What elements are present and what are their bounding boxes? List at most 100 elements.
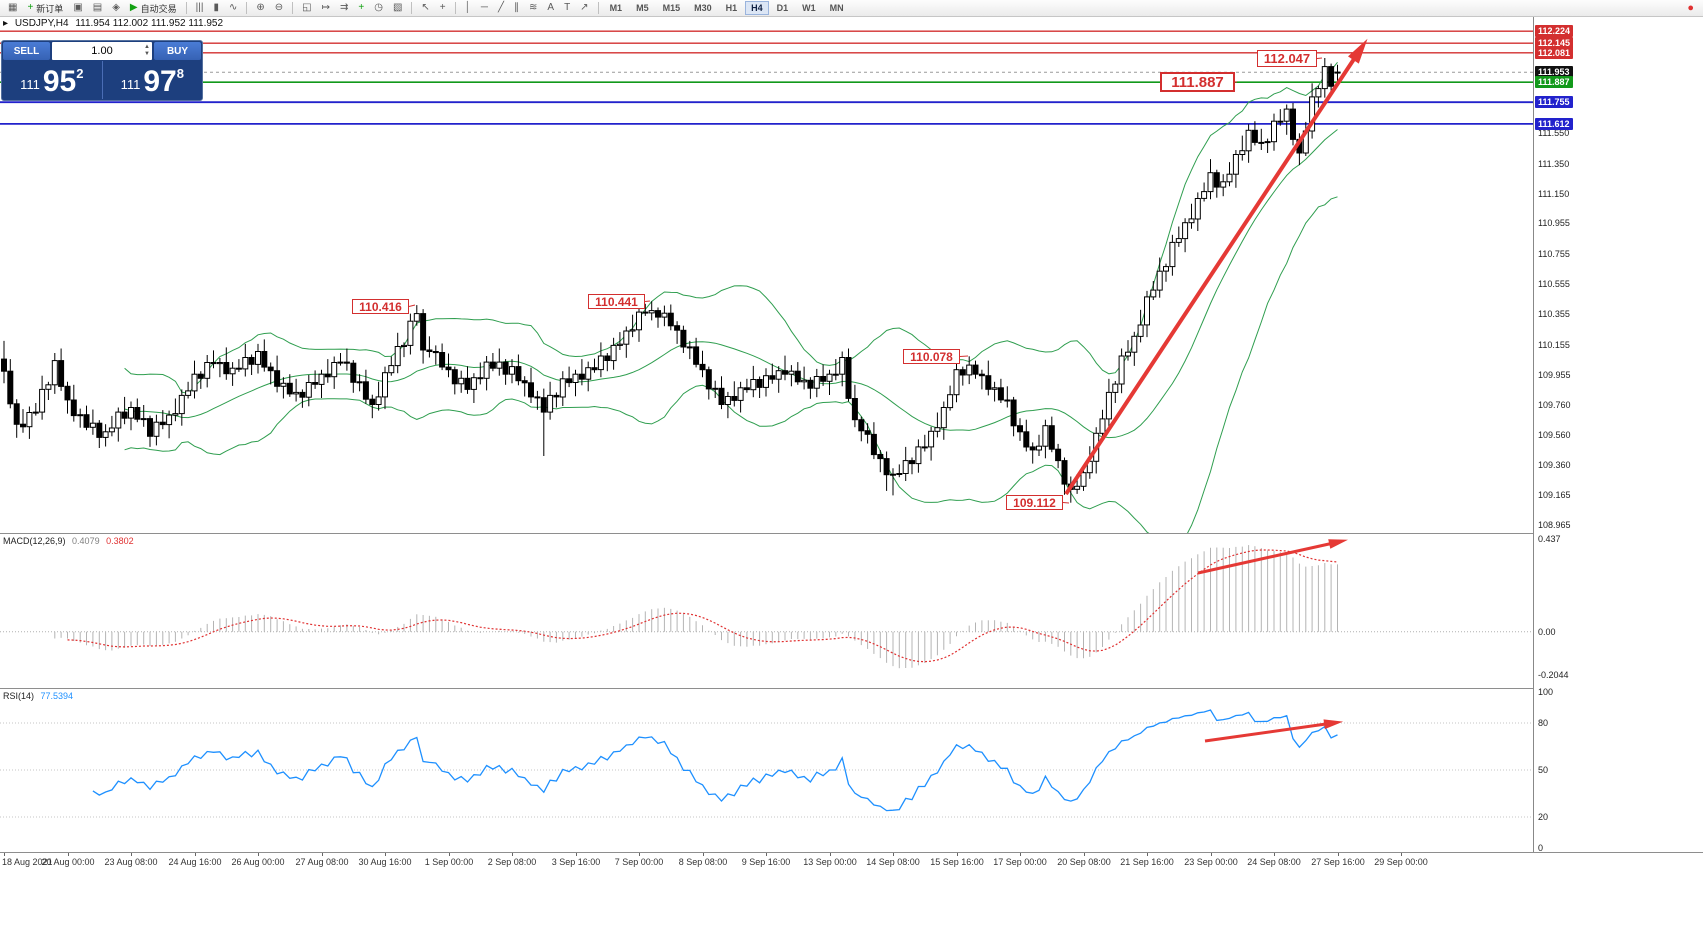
periods-dropdown-icon[interactable]: ◷	[370, 0, 387, 17]
time-label: 24 Sep 08:00	[1247, 857, 1301, 867]
timeframe-mn[interactable]: MN	[829, 3, 844, 13]
rsi-line	[92, 709, 1338, 812]
toolbar: ▦ + 新订单 ▣ ▤ ◈ ▶ 自动交易 ||| ▮ ∿ ⊕ ⊖ ◱ ↦ ⇉ + ◷ ▧ ↖ + │ ─ ╱ ∥ ≋ A T ↗ M1 M5…	[0, 0, 1703, 17]
volume-value: 1.00	[91, 45, 113, 57]
rsi-pane[interactable]	[0, 689, 1533, 851]
periods-dropdown-icon-glyph: ◷	[374, 2, 383, 13]
one-click-prices: 111 95 2 111 97 8	[2, 61, 202, 99]
zoom-out-icon[interactable]: ⊖	[271, 0, 287, 17]
quote-line: ▸ USDJPY,H4 111.954 112.002 111.952 111.…	[3, 18, 227, 29]
price-callout[interactable]: 110.441	[588, 294, 645, 309]
time-tick	[1401, 853, 1402, 856]
price-tick: 110.555	[1538, 279, 1570, 289]
time-label: 30 Aug 16:00	[358, 857, 412, 867]
time-label: 20 Sep 08:00	[1057, 857, 1111, 867]
time-label: 27 Aug 08:00	[295, 857, 349, 867]
timeframe-w1[interactable]: W1	[802, 3, 816, 13]
time-tick	[957, 853, 958, 856]
auto-scroll-icon[interactable]: ↦	[318, 0, 334, 17]
timeframe-m5[interactable]: M5	[636, 3, 649, 13]
horizontal-line-icon-glyph: ─	[480, 2, 488, 13]
vertical-line-icon[interactable]: │	[461, 0, 475, 17]
price-tick: 109.165	[1538, 490, 1571, 500]
rsi-scale-tick: 20	[1538, 812, 1549, 822]
price-tick: 110.955	[1538, 218, 1570, 228]
buy-button[interactable]: BUY	[154, 42, 201, 60]
toolbar-separator	[411, 2, 413, 14]
indicators-icon[interactable]: +	[354, 0, 368, 17]
time-label: 17 Sep 00:00	[993, 857, 1047, 867]
price-pane[interactable]	[0, 28, 1533, 533]
profiles-icon[interactable]: ▤	[89, 0, 106, 17]
ask-pip-sup: 8	[176, 66, 184, 81]
fibonacci-icon[interactable]: ≋	[525, 0, 541, 17]
macd-label: MACD(12,26,9) 0.4079 0.3802	[3, 536, 138, 546]
price-line-label: 111.953	[1535, 66, 1573, 78]
text-icon[interactable]: A	[543, 0, 558, 17]
new-order-button[interactable]: + 新订单	[23, 0, 67, 17]
line-chart-icon[interactable]: ∿	[225, 0, 241, 17]
community-icon[interactable]: ●	[1687, 1, 1694, 14]
zoom-in-icon[interactable]: ⊕	[252, 0, 268, 17]
time-axis[interactable]: 18 Aug 2021 20 Aug 00:00 23 Aug 08:00 24 Au…	[0, 852, 1703, 875]
time-tick	[893, 853, 894, 856]
templates-icon[interactable]: ▧	[389, 0, 406, 17]
alerts-icon[interactable]: ◈	[108, 0, 124, 17]
new-chart-icon[interactable]: ▦	[4, 0, 21, 17]
autotrading-button[interactable]: ▶ 自动交易	[126, 0, 181, 17]
timeframe-m30[interactable]: M30	[694, 3, 712, 13]
timeframe-h4[interactable]: H4	[745, 1, 769, 15]
time-tick	[1147, 853, 1148, 856]
macd-name: MACD(12,26,9)	[3, 536, 66, 546]
bollinger-upper	[124, 61, 1338, 394]
price-callout[interactable]: 110.416	[352, 299, 409, 314]
price-line-label: 112.081	[1535, 47, 1574, 59]
cursor-icon[interactable]: ↖	[417, 0, 433, 17]
sell-button[interactable]: SELL	[3, 42, 50, 60]
crosshair-icon-glyph: +	[439, 2, 446, 13]
new-order-button-label: 新订单	[36, 3, 64, 14]
bar-chart-icon[interactable]: |||	[192, 0, 208, 17]
chart-shift-icon[interactable]: ⇉	[336, 0, 352, 17]
ask-price[interactable]: 111 97 8	[103, 61, 203, 99]
volume-spinner-icon[interactable]: ▲ ▼	[144, 44, 150, 57]
horizontal-line-icon[interactable]: ─	[477, 0, 492, 17]
candlestick-chart-icon[interactable]: ▮	[209, 0, 223, 17]
pane-separator[interactable]	[0, 688, 1703, 689]
price-scale[interactable]: 111.550 111.350 111.150 110.955 110.755 110.5…	[1533, 17, 1703, 853]
time-tick	[830, 853, 831, 856]
ask-big-digits: 97	[143, 65, 177, 98]
trend-arrow[interactable]	[1204, 721, 1334, 743]
callout-tick	[644, 300, 651, 302]
trend-arrow[interactable]	[1197, 540, 1339, 575]
rsi-value: 77.5394	[40, 691, 74, 701]
pane-separator[interactable]	[0, 533, 1703, 534]
crosshair-icon[interactable]: +	[436, 0, 450, 17]
trend-arrow[interactable]	[1064, 48, 1362, 496]
tile-windows-icon[interactable]: ◱	[298, 0, 315, 17]
trendline-icon[interactable]: ╱	[494, 0, 508, 17]
volume-field[interactable]: 1.00 ▲ ▼	[52, 42, 152, 60]
quote-symbol: USDJPY,H4	[14, 18, 69, 29]
price-callout[interactable]: 112.047	[1257, 50, 1317, 67]
trend-arrow-head	[1348, 38, 1368, 64]
arrows-tool-icon[interactable]: ↗	[576, 0, 592, 17]
text-label-icon-glyph: T	[564, 2, 571, 13]
new-chart-icon-glyph: ▦	[8, 2, 18, 13]
timeframe-m15[interactable]: M15	[662, 3, 681, 13]
price-callout[interactable]: 109.112	[1006, 495, 1063, 510]
price-callout[interactable]: 110.078	[903, 349, 960, 364]
quote-ohlc: 111.954 112.002 111.952 111.952	[75, 18, 224, 29]
bid-prefix: 111	[20, 77, 40, 92]
timeframe-m1[interactable]: M1	[609, 3, 623, 13]
text-label-icon[interactable]: T	[560, 0, 574, 17]
timeframe-d1[interactable]: D1	[776, 3, 789, 13]
chart-window-icon[interactable]: ▣	[69, 0, 86, 17]
price-tick: 109.360	[1538, 460, 1571, 470]
price-callout[interactable]: 111.887	[1160, 72, 1235, 92]
equidistant-channel-icon[interactable]: ∥	[510, 0, 523, 17]
timeframe-h1[interactable]: H1	[725, 3, 738, 13]
macd-pane[interactable]	[0, 534, 1533, 687]
toolbar-separator	[597, 2, 599, 14]
bid-price[interactable]: 111 95 2	[2, 61, 102, 99]
